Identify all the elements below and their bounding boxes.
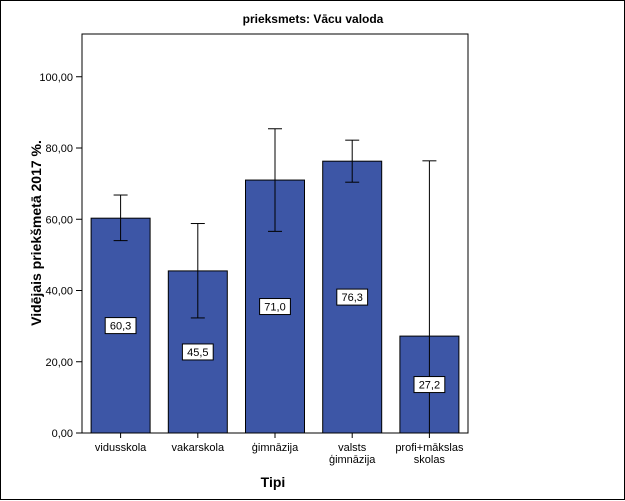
data-label-box	[104, 317, 137, 335]
y-axis: 0,00 20,00 40,00 60,00 80,00 100,00	[39, 72, 82, 440]
x-tick-label: ģimnāzija	[252, 441, 299, 454]
x-tick-label: skolas	[414, 454, 446, 466]
data-label: 71,0	[264, 302, 285, 314]
y-axis-title: Vidējais priekšmetā 2017 %.	[28, 140, 44, 326]
x-tick-label: valsts	[338, 442, 367, 454]
data-label: 27,2	[419, 380, 440, 392]
data-label-box	[181, 343, 214, 361]
x-tick-label: ģimnāzija	[329, 453, 376, 466]
y-tick-label: 100,00	[39, 72, 73, 84]
x-axis-title: Tipi	[261, 474, 286, 490]
data-label: 60,3	[110, 321, 131, 333]
data-label-box	[259, 298, 291, 316]
chart-title: prieksmets: Vācu valoda	[243, 12, 384, 26]
data-label-box	[413, 376, 446, 394]
bars: 60,3 45,5 71,0 76,3 27,2	[90, 128, 460, 434]
data-label-box	[336, 288, 369, 306]
x-tick-label: vidusskola	[95, 442, 147, 454]
y-tick-label: 20,00	[45, 357, 73, 369]
y-tick-label: 0,00	[52, 428, 73, 440]
x-tick-label: vakarskola	[172, 442, 225, 454]
x-axis: vidusskola vakarskola ģimnāzija valstsģimnā…	[95, 433, 464, 466]
y-tick-label: 80,00	[45, 143, 73, 155]
data-label: 45,5	[187, 347, 208, 359]
x-tick-label: profi+mākslas	[395, 442, 464, 454]
y-tick-label: 40,00	[45, 286, 73, 298]
data-label: 76,3	[341, 292, 362, 304]
y-tick-label: 60,00	[45, 214, 73, 226]
